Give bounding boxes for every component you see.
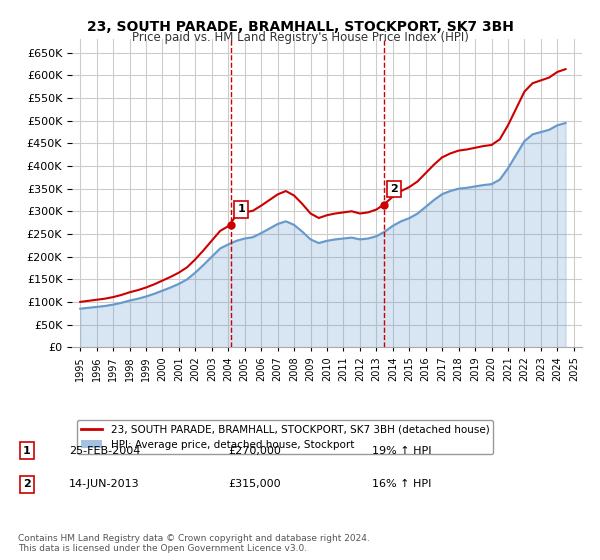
Legend: 23, SOUTH PARADE, BRAMHALL, STOCKPORT, SK7 3BH (detached house), HPI: Average pr: 23, SOUTH PARADE, BRAMHALL, STOCKPORT, S… bbox=[77, 420, 493, 454]
Text: Contains HM Land Registry data © Crown copyright and database right 2024.
This d: Contains HM Land Registry data © Crown c… bbox=[18, 534, 370, 553]
Text: Price paid vs. HM Land Registry's House Price Index (HPI): Price paid vs. HM Land Registry's House … bbox=[131, 31, 469, 44]
Text: 19% ↑ HPI: 19% ↑ HPI bbox=[372, 446, 431, 456]
Text: £270,000: £270,000 bbox=[228, 446, 281, 456]
Text: £315,000: £315,000 bbox=[228, 479, 281, 489]
Text: 16% ↑ HPI: 16% ↑ HPI bbox=[372, 479, 431, 489]
Text: 14-JUN-2013: 14-JUN-2013 bbox=[69, 479, 140, 489]
Text: 1: 1 bbox=[23, 446, 31, 456]
Text: 1: 1 bbox=[238, 204, 245, 214]
Text: 25-FEB-2004: 25-FEB-2004 bbox=[69, 446, 140, 456]
Text: 23, SOUTH PARADE, BRAMHALL, STOCKPORT, SK7 3BH: 23, SOUTH PARADE, BRAMHALL, STOCKPORT, S… bbox=[86, 20, 514, 34]
Text: 2: 2 bbox=[391, 184, 398, 194]
Text: 2: 2 bbox=[23, 479, 31, 489]
